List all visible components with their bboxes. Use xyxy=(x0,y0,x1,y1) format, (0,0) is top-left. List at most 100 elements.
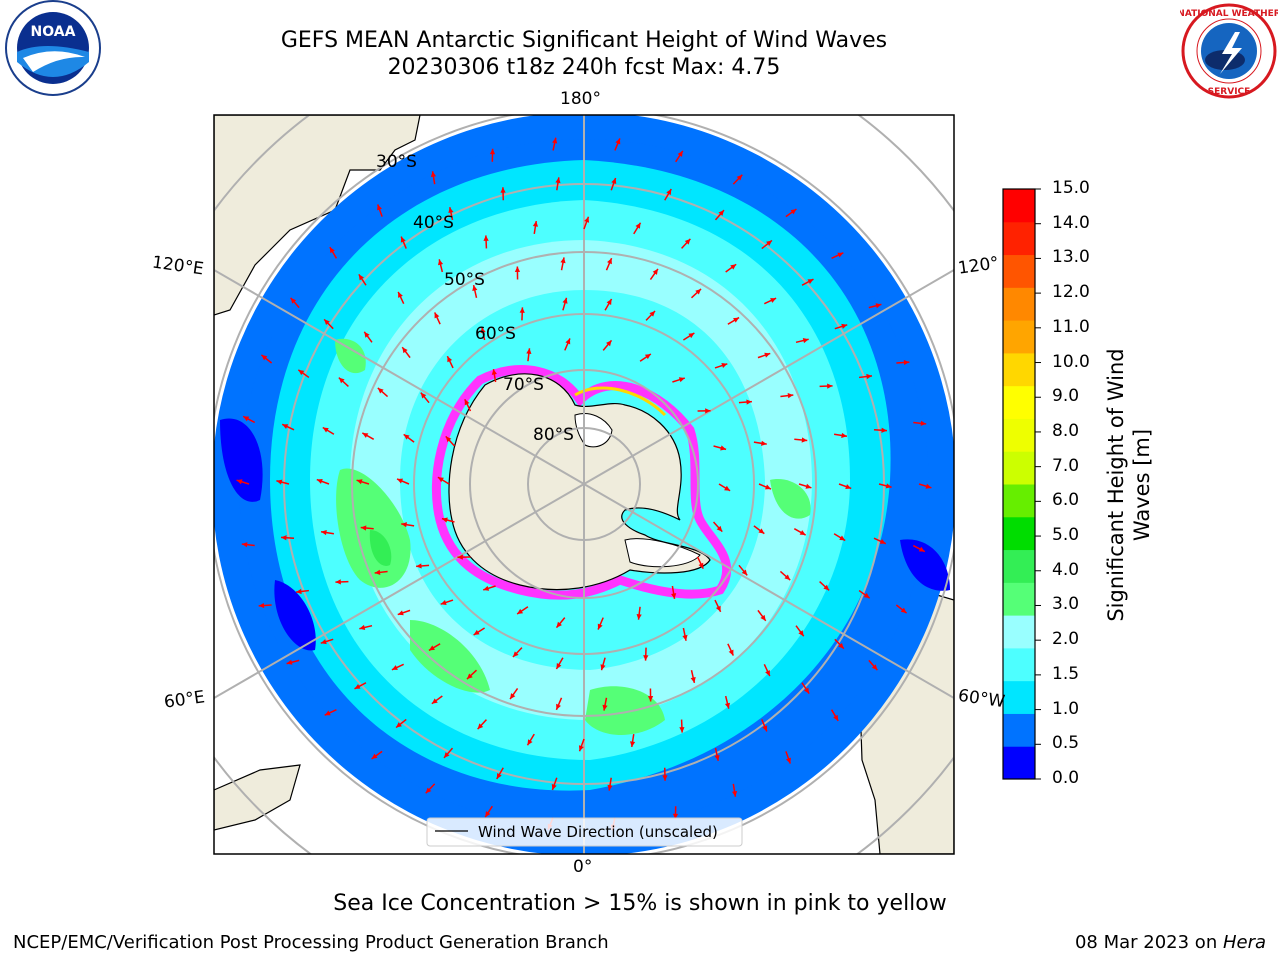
wind-arrow-head xyxy=(282,424,289,429)
colorbar-segment xyxy=(1003,189,1035,223)
wind-arrow-head xyxy=(903,359,910,366)
wind-arrow-head xyxy=(483,235,489,241)
wind-arrow-head xyxy=(597,623,603,630)
wind-arrow-head xyxy=(690,677,696,683)
noaa-logo: NOAA xyxy=(3,0,103,100)
wind-arrow-head xyxy=(733,317,740,323)
colorbar-tick-label: 12.0 xyxy=(1052,282,1090,303)
wind-arrow-head xyxy=(786,757,791,764)
wind-arrow-head xyxy=(377,387,384,394)
wind-arrow-head xyxy=(464,399,470,406)
wind-arrow-head xyxy=(644,353,651,360)
wind-arrow-head xyxy=(555,177,561,184)
wind-arrow-head xyxy=(428,645,435,651)
wind-arrow-head xyxy=(444,752,450,758)
lat-label-30s: 30°S xyxy=(376,152,417,172)
wind-arrow-head xyxy=(324,710,331,716)
wind-arrow-head xyxy=(360,525,367,531)
wind-arrow-head xyxy=(837,252,844,258)
nws-logo-icon: NATIONAL WEATHER SERVICE xyxy=(1177,3,1280,99)
colorbar-tick-label: 10.0 xyxy=(1052,351,1090,372)
wind-arrow-head xyxy=(885,483,892,489)
wind-arrow-head xyxy=(298,369,305,376)
nws-logo: NATIONAL WEATHER SERVICE xyxy=(1177,2,1280,100)
wind-arrow-head xyxy=(562,297,568,304)
wind-arrow-head xyxy=(491,369,497,375)
wind-arrow-head xyxy=(695,288,702,295)
wind-arrow-head xyxy=(677,150,683,157)
colorbar-label: Significant Height of Wind Waves [m] xyxy=(1104,348,1154,622)
colorbar-tick-label: 0.5 xyxy=(1052,733,1080,754)
colorbar-segment xyxy=(1003,320,1035,354)
wind-arrow-head xyxy=(290,297,297,304)
wind-arrow-head xyxy=(770,298,777,303)
wind-arrow-head xyxy=(746,399,752,405)
colorbar-tick-label: 8.0 xyxy=(1052,420,1080,441)
wind-arrow-head xyxy=(276,479,283,485)
wind-arrow-head xyxy=(805,483,812,489)
wind-arrow-head xyxy=(565,338,571,345)
wind-arrow-head xyxy=(560,257,566,264)
wind-arrow-head xyxy=(416,563,422,569)
wind-arrow-head xyxy=(466,673,473,680)
wind-arrow-head xyxy=(322,427,329,433)
wind-arrow-head xyxy=(787,393,794,399)
wind-arrow-head xyxy=(448,207,454,214)
graticule xyxy=(214,115,954,854)
wind-arrow-head xyxy=(500,187,506,193)
colorbar-tick-label: 6.0 xyxy=(1052,490,1080,511)
colorbar-tick-label: 4.0 xyxy=(1052,559,1080,580)
colorbar-tick-label: 15.0 xyxy=(1052,178,1090,198)
lon-label-0: 0° xyxy=(573,857,593,877)
wind-arrow-head xyxy=(845,484,852,490)
wind-arrow-head xyxy=(636,614,642,620)
wind-arrow-head xyxy=(584,216,590,223)
lat-label-50s: 50°S xyxy=(444,270,485,290)
wind-arrow-head xyxy=(736,174,743,181)
wind-arrow-head xyxy=(678,377,685,383)
colorbar-tick-label: 1.0 xyxy=(1052,698,1080,719)
wind-arrow-head xyxy=(480,327,486,334)
wind-arrow-head xyxy=(437,477,444,483)
wind-arrow-head xyxy=(243,416,250,422)
wind-arrow-head xyxy=(371,753,378,759)
wind-arrow-head xyxy=(472,285,478,291)
wind-arrow-head xyxy=(764,484,771,490)
wind-arrow-head xyxy=(918,546,925,552)
colorbar-segment xyxy=(1003,352,1035,387)
wind-arrow-head xyxy=(496,772,502,779)
svg-text:NOAA: NOAA xyxy=(31,24,76,40)
wind-arrow-head xyxy=(900,607,907,614)
wind-arrow-head xyxy=(402,347,408,354)
lat-label-80s: 80°S xyxy=(533,425,574,445)
wind-arrow-head xyxy=(437,259,444,266)
wind-arrow-head xyxy=(784,574,791,581)
wind-arrow-head xyxy=(527,739,533,746)
colorbar-tick-label: 9.0 xyxy=(1052,386,1080,407)
wind-arrow-head xyxy=(724,485,731,491)
wind-arrow-head xyxy=(335,579,341,585)
wind-arrow-head xyxy=(724,702,731,709)
map-frame xyxy=(213,114,955,855)
colorbar-tick-label: 1.5 xyxy=(1052,663,1080,684)
wind-arrow-head xyxy=(321,530,327,536)
wind-arrow-head xyxy=(489,148,496,155)
wind-arrow-head xyxy=(871,664,878,671)
wind-arrow-head xyxy=(841,323,848,329)
wind-arrow-head xyxy=(765,670,770,677)
wind-arrow-head xyxy=(790,209,797,215)
wind-arrow-head xyxy=(606,340,612,347)
lat-label-40s: 40°S xyxy=(413,213,454,233)
africa-land xyxy=(214,764,301,831)
wind-arrow-head xyxy=(510,693,516,700)
wind-arrow-head xyxy=(615,138,621,145)
wind-arrow-head xyxy=(425,787,432,794)
wind-arrow-head xyxy=(236,479,243,485)
svg-text:SERVICE: SERVICE xyxy=(1208,87,1251,97)
wind-arrow-head xyxy=(647,696,654,702)
colorbar-segment xyxy=(1003,385,1035,419)
wind-arrow-head xyxy=(477,723,484,730)
footer-date-text: 08 Mar 2023 on xyxy=(1074,932,1223,953)
wind-arrow-head xyxy=(286,659,293,665)
wind-arrow-head xyxy=(556,663,562,670)
